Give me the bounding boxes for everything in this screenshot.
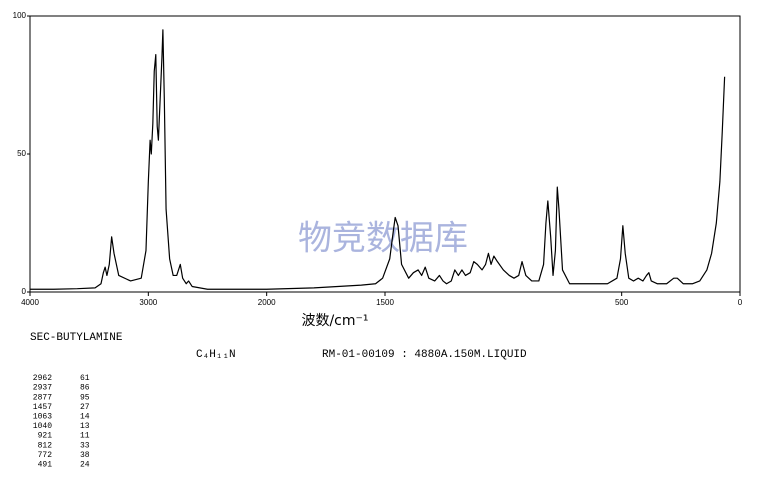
- peak-wavenumber: 2877: [33, 393, 52, 402]
- y-tick-label: 50: [17, 149, 26, 158]
- peak-wavenumber: 772: [38, 451, 53, 460]
- peak-wavenumber: 491: [38, 461, 53, 470]
- peak-wavenumber: 1040: [33, 422, 52, 431]
- x-tick-label: 4000: [21, 298, 39, 307]
- peak-wavenumber: 2962: [33, 374, 52, 383]
- spectrum-line: [30, 29, 726, 290]
- peak-wavenumber: 1063: [33, 413, 52, 422]
- watermark: 物竞数据库: [298, 219, 468, 259]
- peak-intensity: 11: [80, 432, 90, 441]
- y-tick-label: 100: [13, 11, 27, 20]
- peak-intensity: 61: [80, 374, 90, 383]
- peak-intensity: 13: [80, 422, 90, 431]
- x-tick-label: 2000: [258, 298, 276, 307]
- x-tick-label: 3000: [139, 298, 157, 307]
- peak-intensity: 14: [80, 413, 90, 422]
- formula: C₄H₁₁N: [196, 349, 236, 361]
- subtitle: RM-01-00109 : 4880A.150M.LIQUID: [322, 349, 527, 361]
- peak-wavenumber: 2937: [33, 384, 52, 393]
- x-axis-label: 波数/cm⁻¹: [301, 313, 368, 329]
- peak-wavenumber: 812: [38, 441, 53, 450]
- peak-intensity: 38: [80, 451, 90, 460]
- peak-intensity: 33: [80, 441, 90, 450]
- x-tick-label: 500: [615, 298, 629, 307]
- peak-intensity: 86: [80, 384, 90, 393]
- x-tick-label: 1500: [376, 298, 394, 307]
- peak-wavenumber: 921: [38, 432, 53, 441]
- peak-intensity: 27: [80, 403, 90, 412]
- y-tick-label: 0: [22, 287, 27, 296]
- peak-intensity: 24: [80, 461, 90, 470]
- chart-title: SEC-BUTYLAMINE: [30, 332, 123, 344]
- peak-wavenumber: 1457: [33, 403, 52, 412]
- x-tick-label: 0: [738, 298, 743, 307]
- peak-intensity: 95: [80, 393, 90, 402]
